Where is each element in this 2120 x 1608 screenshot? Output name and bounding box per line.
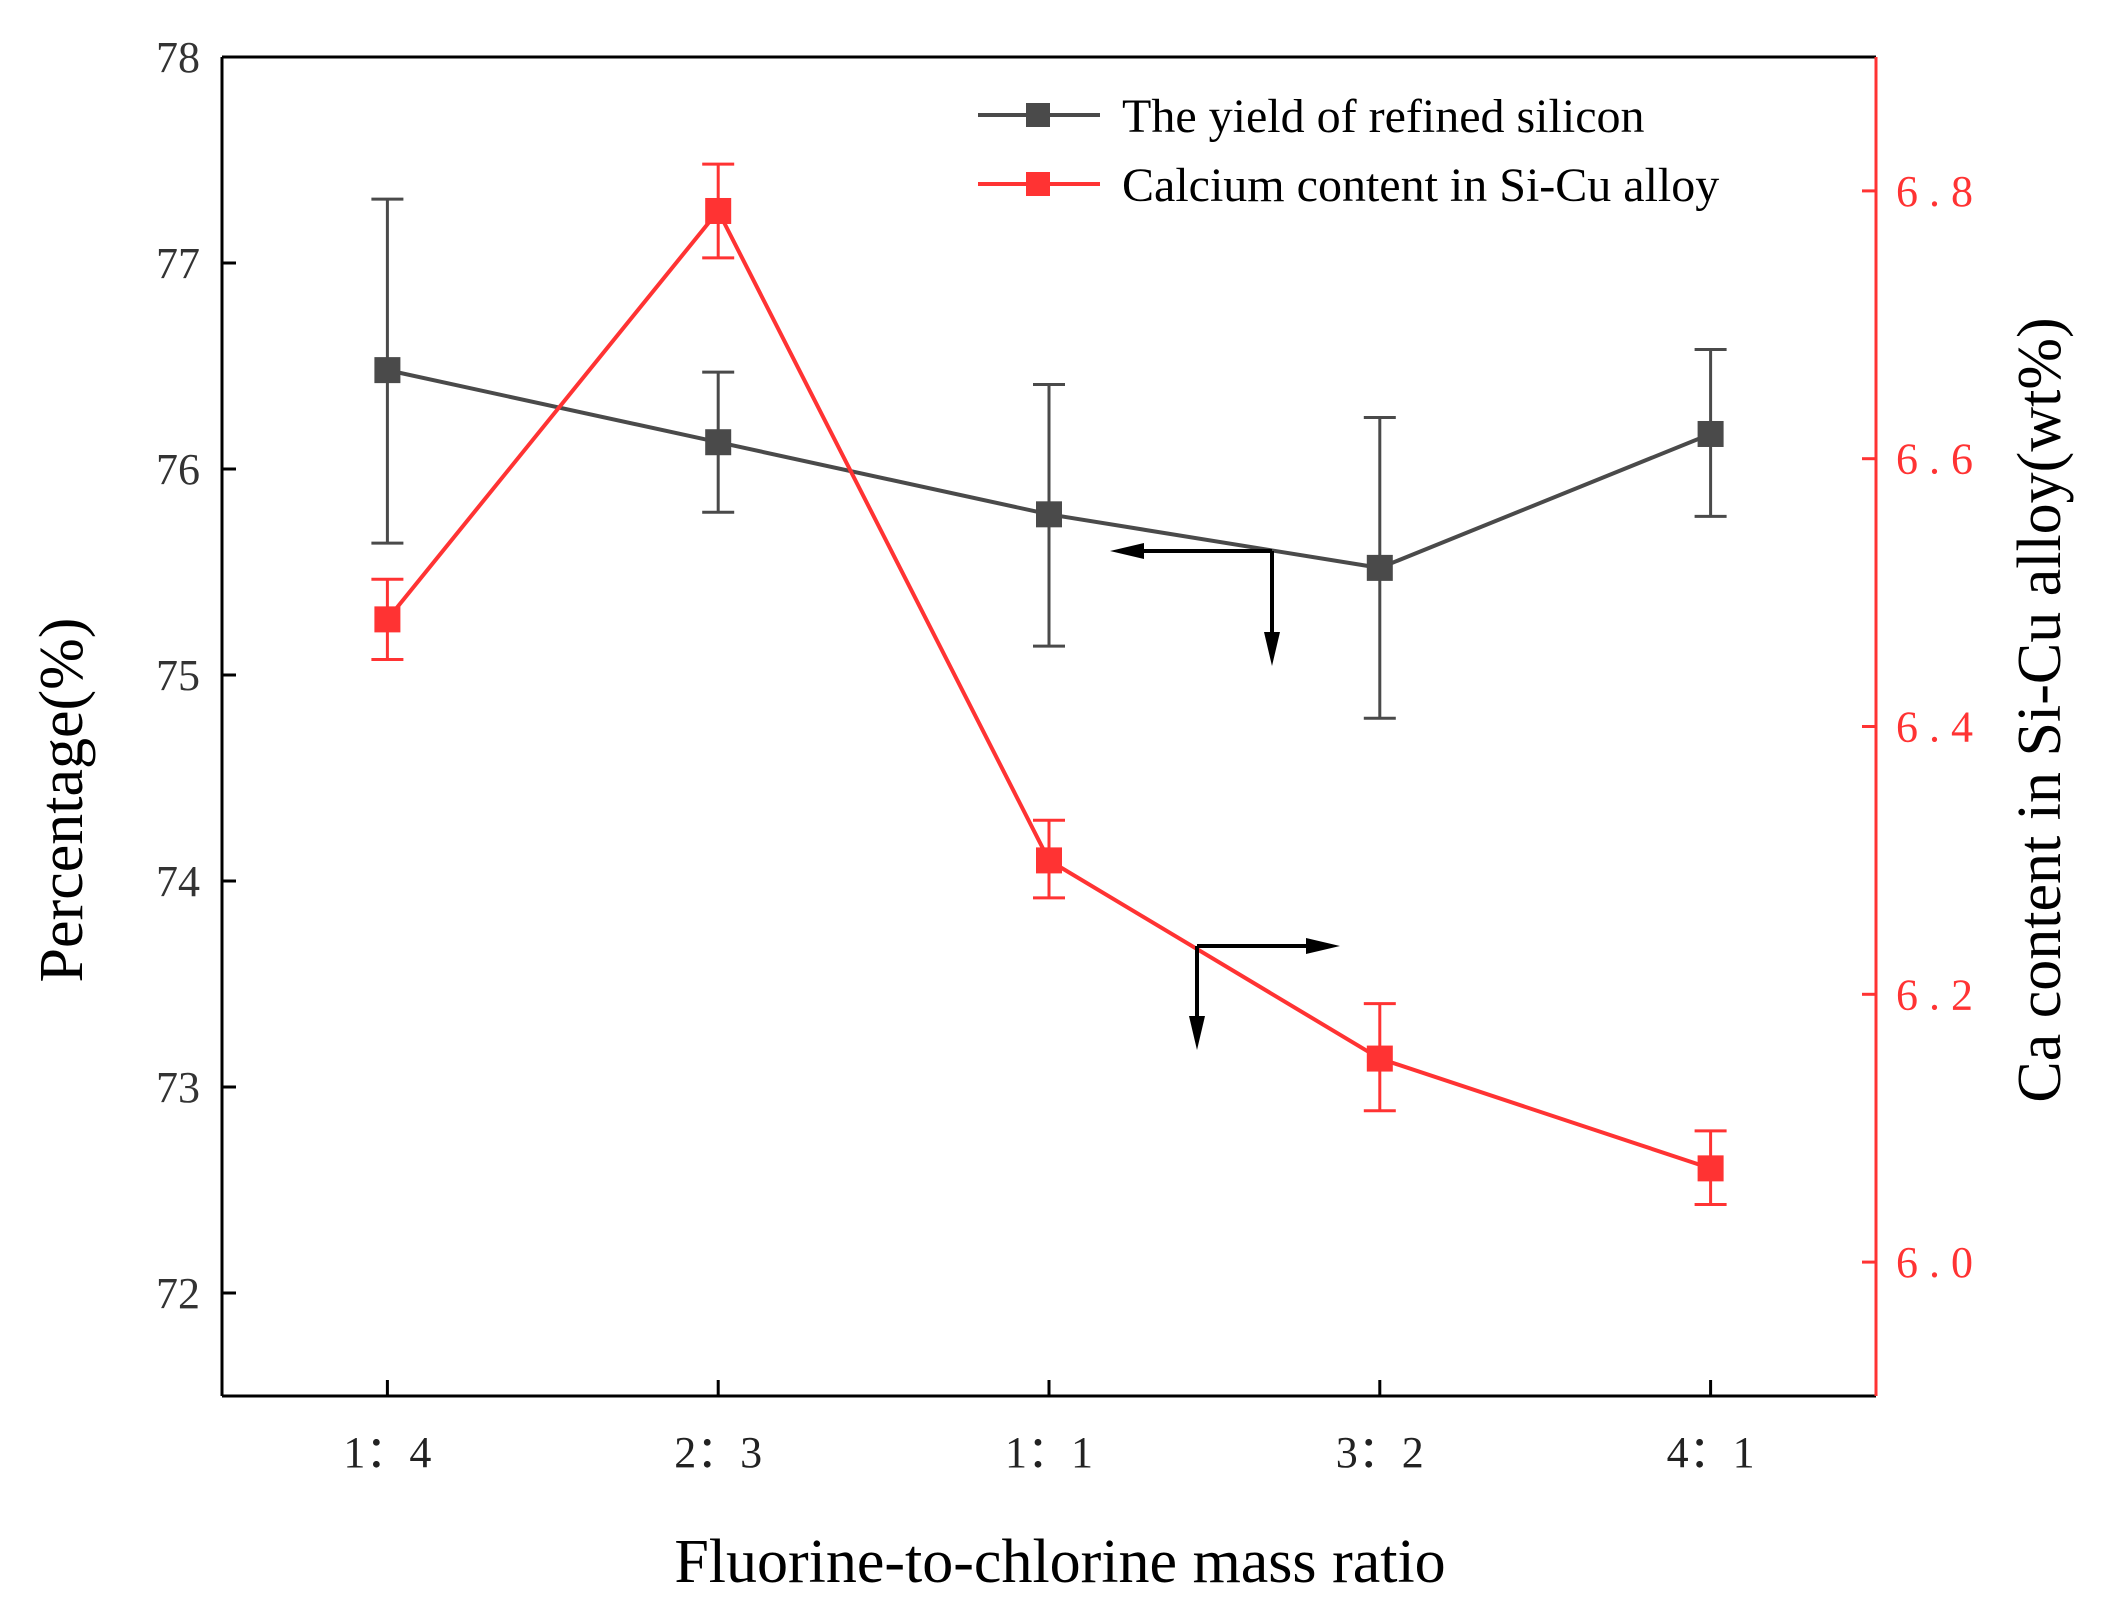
x-tick-label: 1：4 (343, 1428, 431, 1477)
y-left-tick-label: 78 (156, 33, 200, 82)
y-axis-left-title: Percentage(%) (28, 618, 96, 983)
annotation-arrows (1110, 543, 1340, 1050)
y-left-tick-label: 74 (156, 857, 200, 906)
series-yield (371, 197, 1727, 720)
data-point (1036, 501, 1062, 528)
plot-frame (220, 55, 1878, 1398)
y-right-tick-label: 6 . 2 (1896, 970, 1973, 1019)
series-layer (371, 162, 1727, 1207)
arrow-left-down-head (1264, 632, 1280, 666)
arrow-left-head (1110, 543, 1144, 559)
series-line (385, 207, 1712, 1171)
x-axis-title: Fluorine-to-chlorine mass ratio (674, 1528, 1445, 1596)
y-left-tick-label: 72 (156, 1269, 200, 1318)
y-left-tick-label: 73 (156, 1063, 200, 1112)
x-tick-label: 3：2 (1336, 1428, 1424, 1477)
y-right-tick-label: 6 . 6 (1896, 435, 1973, 484)
legend-label-yield: The yield of refined silicon (1122, 90, 1645, 143)
y-axis-right-title: Ca content in Si-Cu alloy(wt%) (2006, 317, 2074, 1102)
data-point (705, 429, 732, 456)
y-left-tick-label: 75 (156, 651, 200, 700)
arrow-right-down-head (1189, 1016, 1205, 1050)
data-point (1366, 554, 1393, 581)
x-tick-label: 2：3 (674, 1428, 762, 1477)
data-point (705, 197, 732, 224)
x-tick-label: 1：1 (1005, 1428, 1093, 1477)
legend-marker-calcium (1026, 172, 1050, 196)
data-point (374, 357, 401, 384)
legend-label-calcium: Calcium content in Si-Cu alloy (1122, 159, 1719, 212)
data-point (1697, 1155, 1724, 1182)
y-right-tick-label: 6 . 0 (1896, 1238, 1973, 1287)
arrow-left-indicator (1140, 549, 1274, 632)
y-right-tick-label: 6 . 4 (1896, 703, 1973, 752)
x-tick-label: 4：1 (1667, 1428, 1755, 1477)
axis-ticks: 72 73 74 75 76 77 78 6 . 0 6 . 2 6 . 4 6 . 6 6 . 8 1… (156, 33, 1973, 1477)
data-point (1697, 420, 1724, 447)
legend-marker-yield (1026, 103, 1050, 127)
data-point (1366, 1045, 1393, 1072)
arrow-right-indicator (1195, 944, 1306, 1016)
series-calcium (371, 162, 1727, 1207)
y-left-tick-label: 76 (156, 445, 200, 494)
y-left-tick-label: 77 (156, 239, 200, 288)
y-right-tick-label: 6 . 8 (1896, 167, 1973, 216)
data-point (374, 606, 401, 633)
data-point (1036, 847, 1062, 874)
legend: The yield of refined silicon Calcium con… (978, 90, 1719, 212)
arrow-right-head (1306, 938, 1340, 954)
